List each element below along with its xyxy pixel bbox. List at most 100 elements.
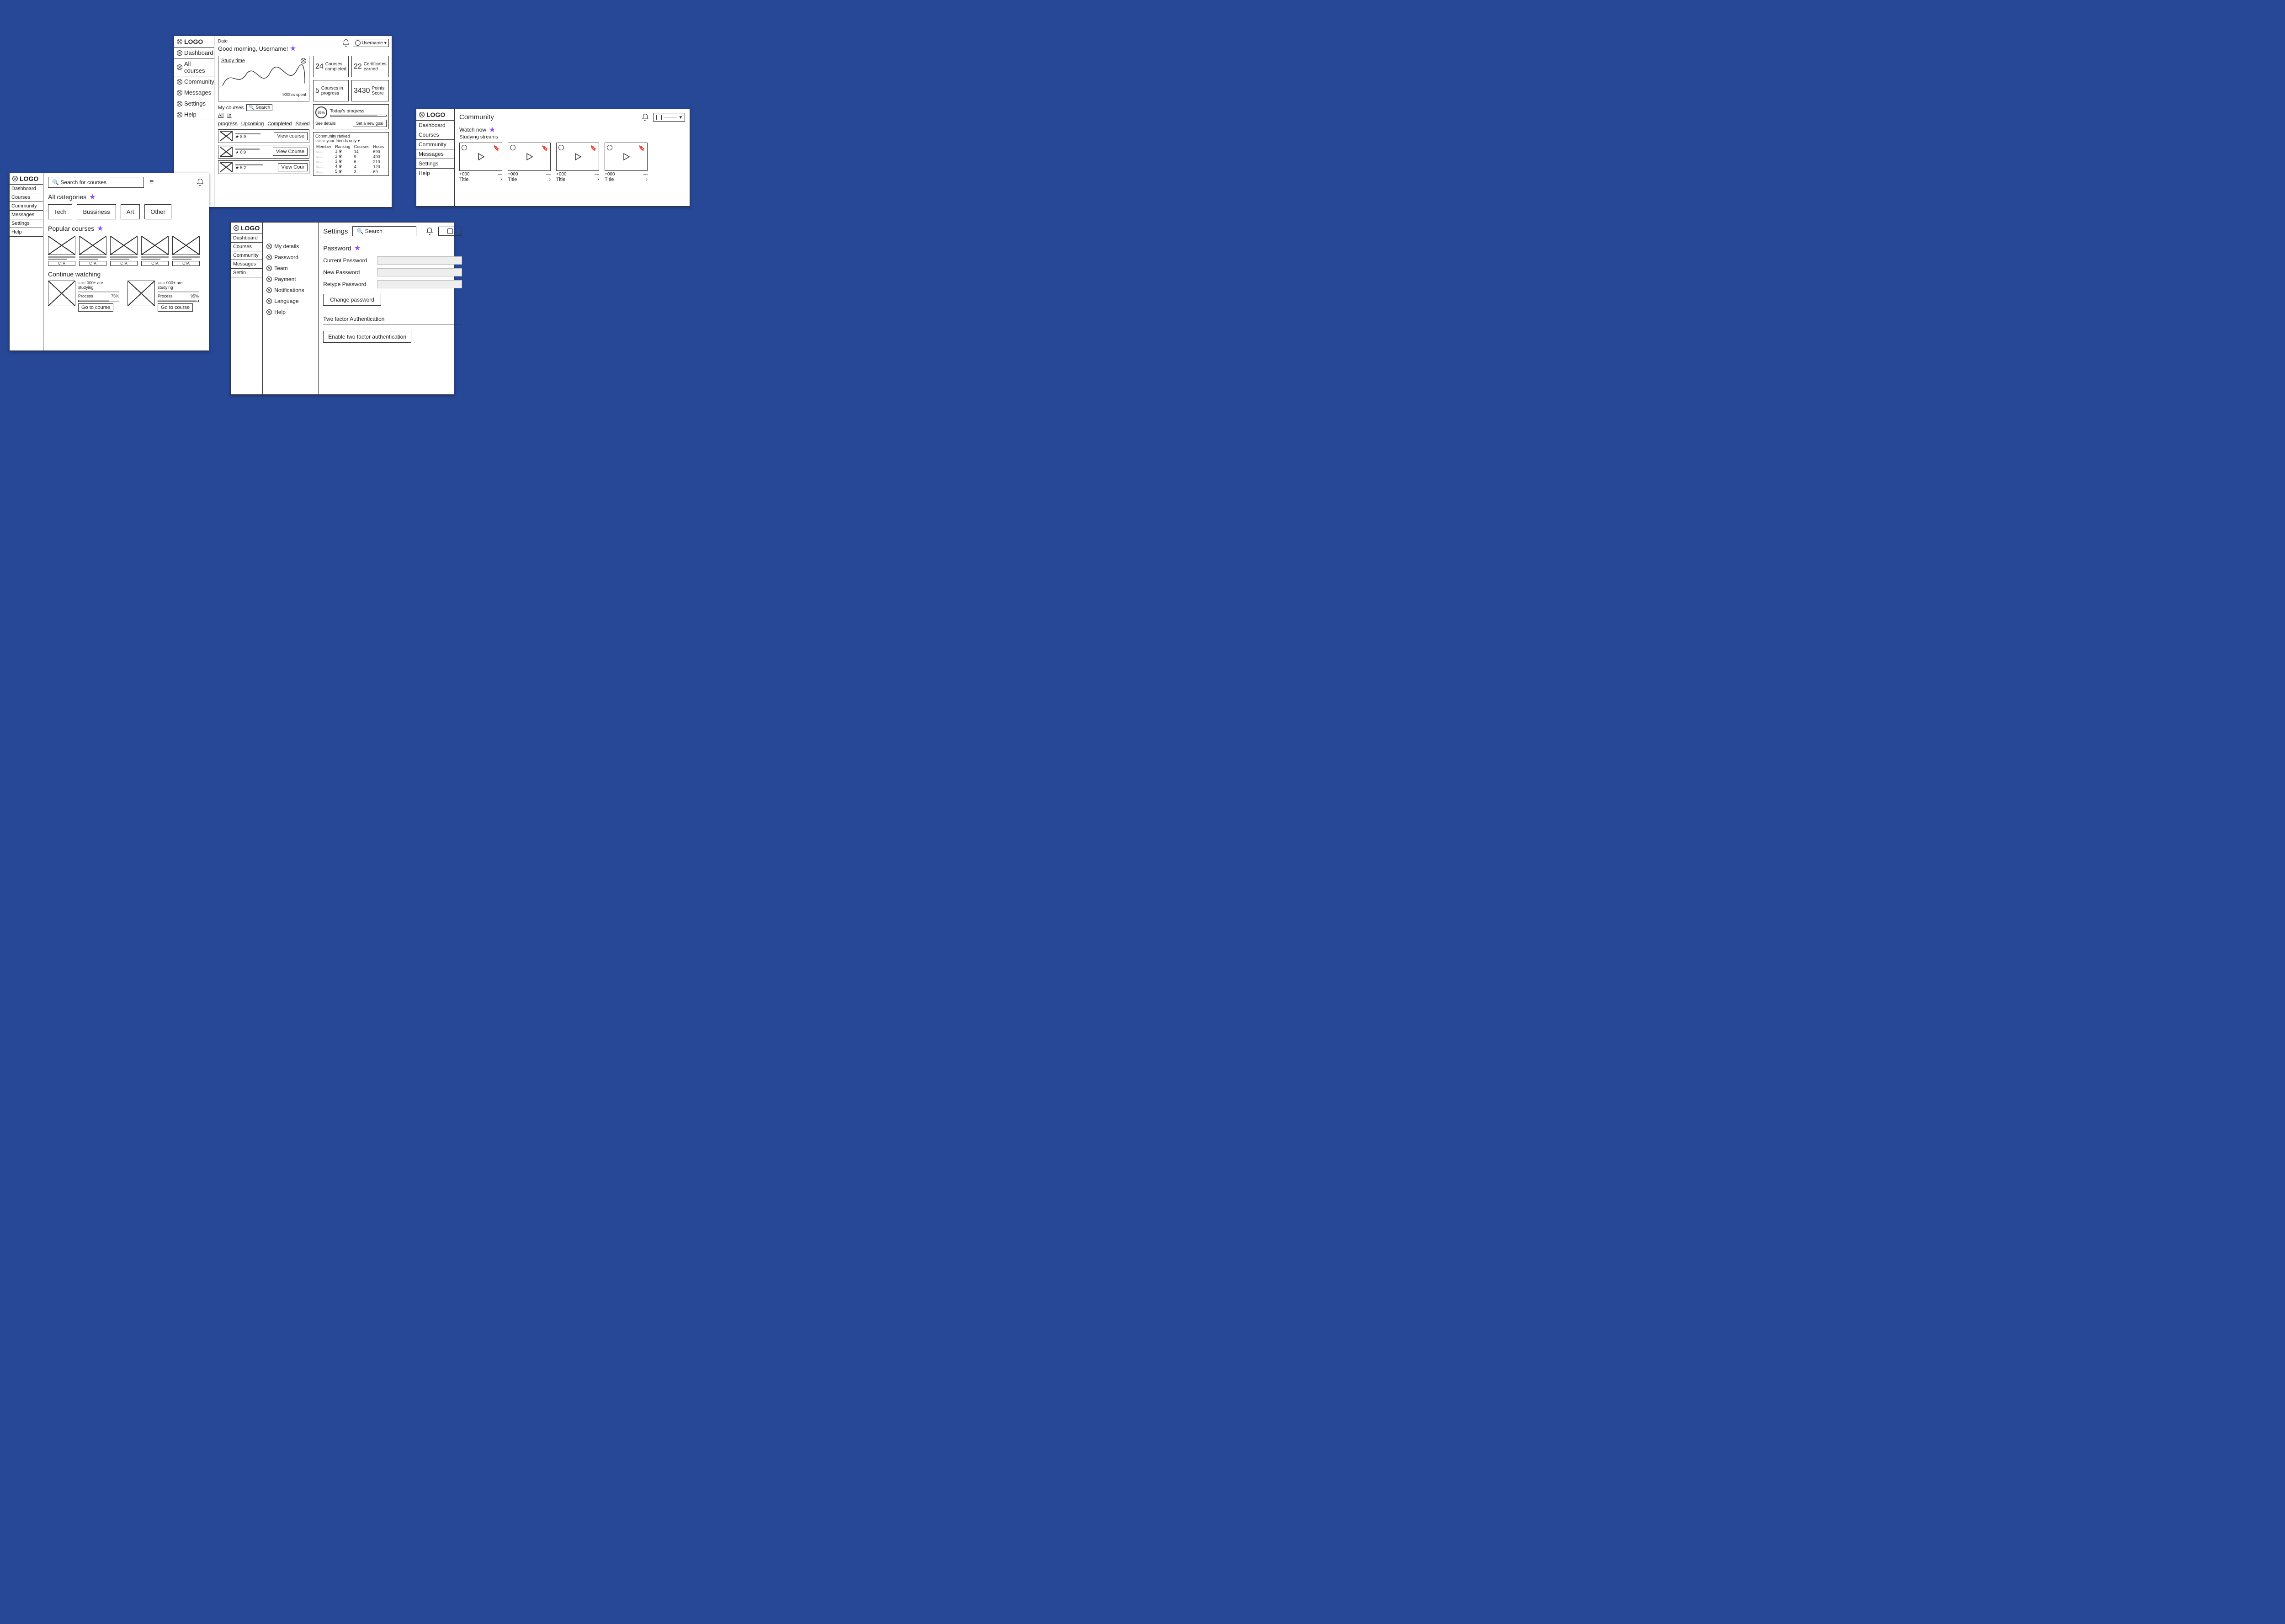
sidebar-item-settings[interactable]: Settings [416, 159, 454, 169]
my-courses-search[interactable]: 🔍 Search [246, 104, 272, 111]
stream-video[interactable]: 🔖 [459, 143, 502, 171]
stat-in-progress: 5Courses in progress [313, 80, 349, 101]
nav-icon [266, 309, 272, 315]
popular-card[interactable]: CTA [110, 236, 138, 266]
chart-menu-icon[interactable] [301, 58, 306, 64]
sidebar-item-messages[interactable]: Messages [231, 260, 262, 269]
course-thumb [220, 147, 233, 157]
stream-card[interactable]: 🔖+000—Title› [508, 143, 551, 182]
table-row: ○—3 ♛6210 [315, 159, 387, 164]
user-menu[interactable]: Username▾ [353, 39, 389, 47]
popular-card[interactable]: CTA [172, 236, 200, 266]
filter-icon[interactable]: ≡ [149, 178, 154, 186]
change-password-button[interactable]: Change password [323, 294, 381, 306]
popular-card[interactable]: CTA [48, 236, 75, 266]
settings-nav-payment[interactable]: Payment [263, 274, 318, 285]
chevron-right-icon[interactable]: › [549, 177, 551, 182]
password-heading: Password [323, 244, 351, 252]
bookmark-icon[interactable]: 🔖 [542, 145, 548, 151]
cta-button[interactable]: CTA [79, 261, 106, 266]
bookmark-icon[interactable]: 🔖 [638, 145, 645, 151]
see-details-link[interactable]: See details [315, 121, 336, 126]
sidebar-item-all-courses[interactable]: All courses [174, 58, 214, 76]
view-course-button[interactable]: View Cour [278, 163, 308, 171]
category-business[interactable]: Bussiness [77, 204, 116, 219]
sidebar-item-dashboard[interactable]: Dashboard [416, 121, 454, 130]
user-menu[interactable]: ▾ [653, 113, 685, 122]
cta-button[interactable]: CTA [110, 261, 138, 266]
sidebar-item-dashboard[interactable]: Dashboard [174, 48, 214, 58]
current-password-input[interactable] [377, 256, 462, 265]
sidebar-item-messages[interactable]: Messages [10, 211, 43, 219]
cta-button[interactable]: CTA [172, 261, 200, 266]
bell-icon[interactable] [641, 113, 649, 122]
popular-card[interactable]: CTA [79, 236, 106, 266]
set-goal-button[interactable]: Set a new goal [353, 120, 387, 127]
sidebar-item-community[interactable]: Community [174, 76, 214, 87]
chevron-down-icon: ▾ [384, 41, 387, 46]
settings-nav-notifications[interactable]: Notifications [263, 285, 318, 296]
user-menu[interactable] [438, 227, 462, 236]
chevron-right-icon[interactable]: › [500, 177, 502, 182]
search-input[interactable]: 🔍 Search [352, 226, 416, 236]
view-course-button[interactable]: View course [274, 132, 308, 140]
bookmark-icon[interactable]: 🔖 [493, 145, 500, 151]
category-other[interactable]: Other [144, 204, 171, 219]
sidebar-item-courses[interactable]: Courses [231, 243, 262, 251]
stream-card[interactable]: 🔖+000—Title› [556, 143, 599, 182]
sidebar-item-help[interactable]: Help [10, 228, 43, 237]
go-to-course-button[interactable]: Go to course [158, 303, 193, 312]
sidebar-item-community[interactable]: Community [416, 140, 454, 149]
tab-upcoming[interactable]: Upcoming [241, 121, 264, 127]
nav-icon [266, 255, 272, 260]
settings-nav-help[interactable]: Help [263, 307, 318, 318]
category-art[interactable]: Art [121, 204, 140, 219]
retype-password-input[interactable] [377, 280, 462, 288]
sidebar-item-help[interactable]: Help [174, 109, 214, 120]
nav-icon [177, 112, 182, 117]
sidebar-item-community[interactable]: Community [231, 251, 262, 260]
stream-video[interactable]: 🔖 [556, 143, 599, 171]
settings-nav-password[interactable]: Password [263, 252, 318, 263]
enable-tfa-button[interactable]: Enable two factor authentication [323, 331, 411, 343]
view-course-button[interactable]: View Course [273, 148, 308, 156]
settings-nav-language[interactable]: Language [263, 296, 318, 307]
stream-video[interactable]: 🔖 [605, 143, 648, 171]
sidebar-item-messages[interactable]: Messages [416, 149, 454, 159]
bell-icon[interactable] [425, 227, 434, 235]
sidebar-item-messages[interactable]: Messages [174, 87, 214, 98]
settings-nav-my-details[interactable]: My details [263, 241, 318, 252]
sidebar-item-courses[interactable]: Courses [10, 193, 43, 202]
cta-button[interactable]: CTA [48, 261, 75, 266]
go-to-course-button[interactable]: Go to course [78, 303, 113, 312]
settings-wireframe: LOGO Dashboard Courses Community Message… [230, 222, 454, 395]
tab-completed[interactable]: Completed [267, 121, 292, 127]
sidebar-item-settings[interactable]: Settings [174, 98, 214, 109]
bell-icon[interactable] [196, 178, 204, 186]
sidebar-item-settings[interactable]: Settin [231, 269, 262, 277]
settings-nav-team[interactable]: Team [263, 263, 318, 274]
sidebar-item-dashboard[interactable]: Dashboard [231, 234, 262, 243]
new-password-input[interactable] [377, 268, 462, 276]
nav-icon [177, 64, 182, 70]
nav-icon [177, 79, 182, 85]
stream-card[interactable]: 🔖+000—Title› [459, 143, 502, 182]
tab-saved[interactable]: Saved [296, 121, 310, 127]
chevron-right-icon[interactable]: › [646, 177, 648, 182]
stream-video[interactable]: 🔖 [508, 143, 551, 171]
sidebar-item-courses[interactable]: Courses [416, 130, 454, 140]
bell-icon[interactable] [342, 39, 350, 47]
sidebar-item-community[interactable]: Community [10, 202, 43, 211]
chevron-right-icon[interactable]: › [597, 177, 599, 182]
category-tech[interactable]: Tech [48, 204, 72, 219]
tab-all[interactable]: All [218, 113, 223, 118]
stream-card[interactable]: 🔖+000—Title› [605, 143, 648, 182]
popular-card[interactable]: CTA [141, 236, 169, 266]
sidebar-item-dashboard[interactable]: Dashboard [10, 185, 43, 193]
sidebar-item-help[interactable]: Help [416, 169, 454, 178]
search-input[interactable]: 🔍 Search for courses [48, 177, 144, 188]
cta-button[interactable]: CTA [141, 261, 169, 266]
bookmark-icon[interactable]: 🔖 [590, 145, 597, 151]
sidebar-item-settings[interactable]: Settings [10, 219, 43, 228]
ranked-table: MemberRankingCoursesHours ○—1 ♛14690 ○—2… [315, 144, 387, 174]
